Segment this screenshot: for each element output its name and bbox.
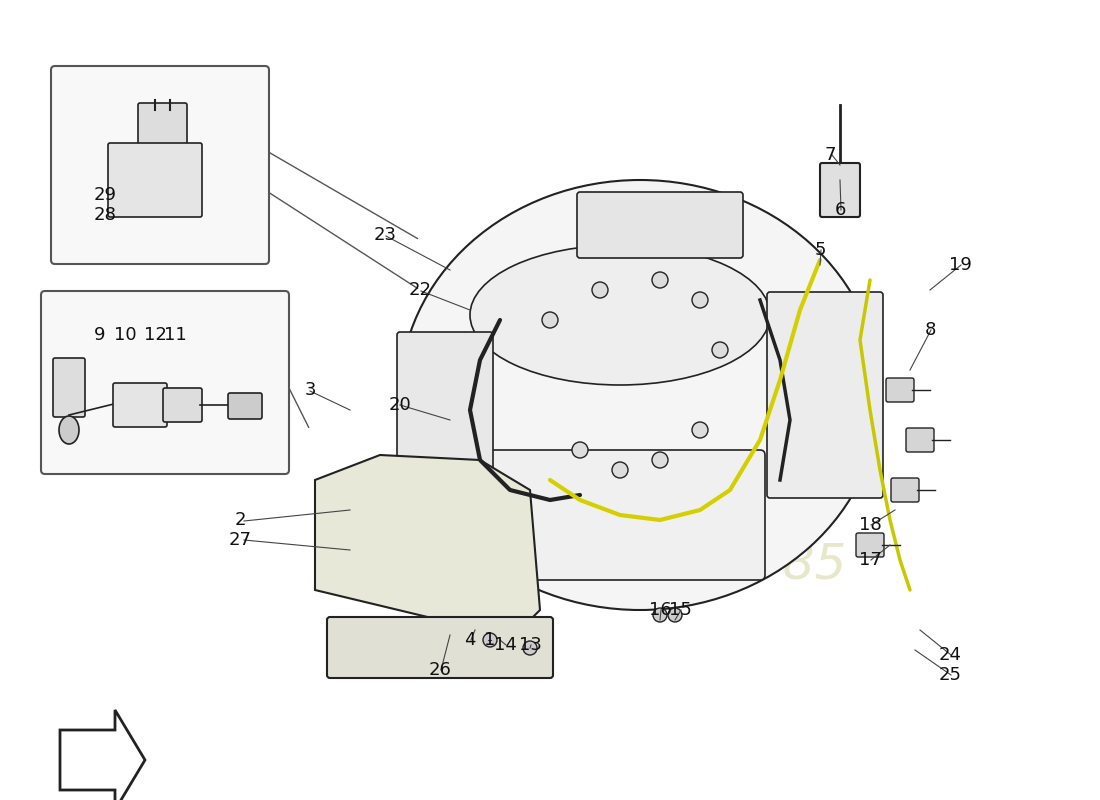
FancyBboxPatch shape <box>41 291 289 474</box>
FancyBboxPatch shape <box>113 383 167 427</box>
Text: 6: 6 <box>834 201 846 219</box>
Text: 26: 26 <box>429 661 451 679</box>
Text: 24: 24 <box>938 646 961 664</box>
Text: 10: 10 <box>113 326 136 344</box>
Text: 15: 15 <box>669 601 692 619</box>
FancyBboxPatch shape <box>578 192 742 258</box>
Circle shape <box>692 292 708 308</box>
Text: 17: 17 <box>859 551 881 569</box>
Circle shape <box>612 462 628 478</box>
FancyBboxPatch shape <box>434 450 764 580</box>
Text: 13: 13 <box>518 636 541 654</box>
Circle shape <box>712 342 728 358</box>
Text: 9: 9 <box>95 326 106 344</box>
Text: 2: 2 <box>234 511 245 529</box>
Circle shape <box>668 608 682 622</box>
FancyBboxPatch shape <box>53 358 85 417</box>
Text: 22: 22 <box>408 281 431 299</box>
FancyBboxPatch shape <box>906 428 934 452</box>
Text: 25: 25 <box>938 666 961 684</box>
Text: 16: 16 <box>649 601 671 619</box>
Circle shape <box>652 272 668 288</box>
Text: 7: 7 <box>824 146 836 164</box>
Text: 29: 29 <box>94 186 117 204</box>
Text: 8: 8 <box>924 321 936 339</box>
Text: 20: 20 <box>388 396 411 414</box>
FancyBboxPatch shape <box>891 478 918 502</box>
Circle shape <box>592 282 608 298</box>
Text: a passion: a passion <box>480 541 717 589</box>
FancyBboxPatch shape <box>228 393 262 419</box>
Text: 18: 18 <box>859 516 881 534</box>
Text: 14: 14 <box>494 636 516 654</box>
Text: 4: 4 <box>464 631 475 649</box>
Polygon shape <box>60 710 145 800</box>
Text: 27: 27 <box>229 531 252 549</box>
Circle shape <box>653 608 667 622</box>
FancyBboxPatch shape <box>51 66 270 264</box>
Polygon shape <box>315 455 540 630</box>
Circle shape <box>542 312 558 328</box>
FancyBboxPatch shape <box>820 163 860 217</box>
Ellipse shape <box>400 180 880 610</box>
FancyBboxPatch shape <box>767 292 883 498</box>
FancyBboxPatch shape <box>856 533 884 557</box>
Text: europ: europ <box>480 442 808 538</box>
FancyBboxPatch shape <box>397 332 493 518</box>
FancyBboxPatch shape <box>108 143 202 217</box>
Circle shape <box>483 633 497 647</box>
Text: 1985: 1985 <box>720 541 847 589</box>
Ellipse shape <box>470 245 770 385</box>
FancyBboxPatch shape <box>138 103 187 162</box>
Text: 23: 23 <box>374 226 396 244</box>
FancyBboxPatch shape <box>886 378 914 402</box>
FancyBboxPatch shape <box>327 617 553 678</box>
Circle shape <box>572 442 588 458</box>
Circle shape <box>652 452 668 468</box>
Text: 1: 1 <box>484 631 496 649</box>
Circle shape <box>522 641 537 655</box>
Text: 3: 3 <box>305 381 316 399</box>
Text: 19: 19 <box>948 256 971 274</box>
Text: 11: 11 <box>164 326 186 344</box>
FancyBboxPatch shape <box>163 388 202 422</box>
Circle shape <box>692 422 708 438</box>
Text: 5: 5 <box>814 241 826 259</box>
Text: 28: 28 <box>94 206 117 224</box>
Text: 12: 12 <box>144 326 166 344</box>
Ellipse shape <box>59 416 79 444</box>
